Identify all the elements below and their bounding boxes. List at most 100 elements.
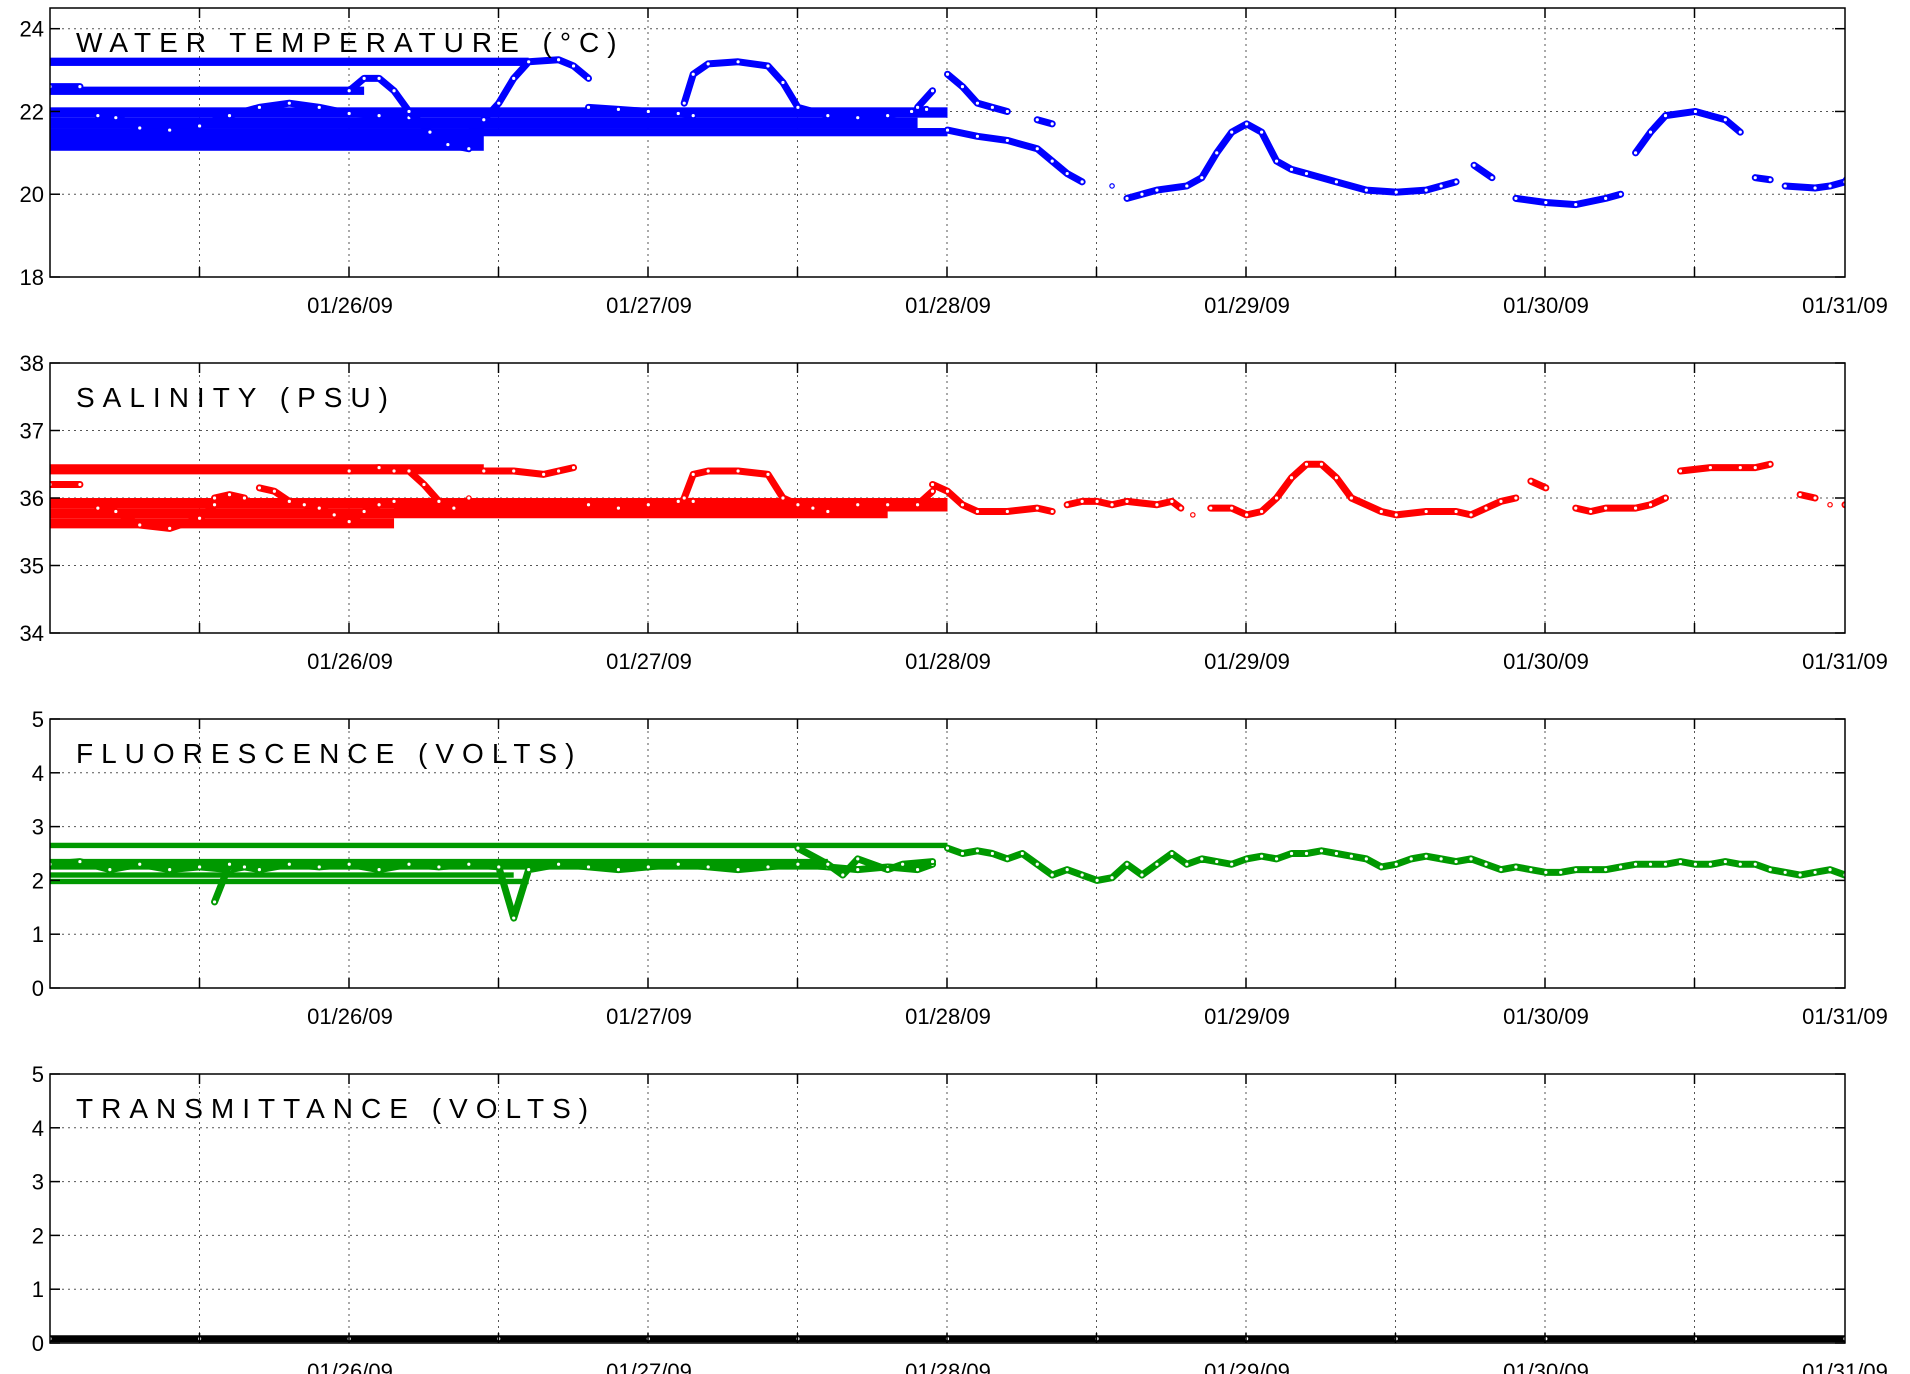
data-point [525, 866, 532, 873]
data-point [1483, 505, 1489, 511]
data-layer [50, 460, 1845, 532]
data-point [1602, 505, 1609, 511]
y-tick-label: 1 [32, 922, 44, 947]
data-point [495, 864, 502, 870]
data-point [959, 83, 966, 90]
data-point [1190, 512, 1196, 518]
data-point [681, 100, 688, 106]
data-point [1124, 861, 1130, 868]
data-point [1677, 858, 1684, 865]
data-point [1632, 505, 1639, 511]
data-point [1543, 199, 1549, 206]
data-point [735, 468, 741, 474]
data-point [645, 864, 652, 870]
data-point [391, 498, 397, 505]
data-point [1752, 464, 1759, 471]
data-band [394, 504, 948, 512]
panel-transmittance: 01/26/09 01/27/09 01/28/09 01/29/09 01/30/09… [32, 1062, 1888, 1374]
data-point [1797, 491, 1803, 498]
data-point [510, 75, 517, 82]
data-point [1662, 861, 1669, 868]
data-point [1109, 501, 1115, 508]
y-tick-label: 36 [20, 486, 44, 511]
data-band [50, 498, 948, 509]
data-point [944, 127, 951, 133]
y-tick-label: 35 [20, 554, 44, 579]
data-point [1858, 867, 1862, 871]
data-point [1632, 861, 1639, 868]
data-point [1154, 187, 1160, 193]
data-point [1273, 856, 1280, 862]
data-point [95, 112, 101, 119]
data-point [1228, 861, 1235, 868]
data-point [1737, 129, 1744, 135]
data-point [1139, 872, 1145, 878]
data-layer [50, 1335, 1845, 1343]
data-point [1903, 134, 1907, 138]
data-point [1393, 189, 1400, 195]
data-point [1782, 869, 1788, 876]
data-point [1722, 116, 1729, 123]
series-line [914, 487, 937, 509]
series-line [914, 87, 937, 111]
x-tick-label: 01/27/09 [606, 649, 692, 674]
data-point [854, 114, 861, 121]
data-point [1438, 183, 1444, 189]
data-point [1632, 150, 1639, 156]
panel-fluorescence: 01/26/09 01/27/09 01/28/09 01/29/09 01/30/09… [32, 707, 1888, 1029]
data-point [1363, 856, 1370, 862]
data-point [211, 501, 218, 508]
data-point [1049, 158, 1056, 164]
data-point [735, 866, 741, 873]
data-point [346, 110, 352, 117]
x-tick-label: 01/27/09 [606, 293, 692, 318]
data-band [50, 878, 529, 885]
panel-water-temperature: 01/26/09 01/27/09 01/28/09 01/29/09 01/30/09… [20, 7, 1907, 318]
x-tick-label: 01/28/09 [905, 293, 991, 318]
data-point [1303, 850, 1310, 857]
data-point [1333, 474, 1340, 481]
data-band [50, 57, 529, 66]
grid [50, 1074, 1845, 1343]
data-point [1019, 850, 1026, 857]
data-point [316, 104, 323, 111]
y-tick-label: 22 [20, 99, 44, 124]
data-point [944, 71, 951, 78]
x-tick-label: 01/30/09 [1503, 293, 1589, 318]
data-point [645, 501, 652, 508]
data-point [585, 75, 592, 82]
data-point [316, 864, 323, 870]
data-point [1109, 183, 1115, 189]
data-point [1647, 501, 1654, 508]
data-point [1004, 856, 1011, 862]
x-tick-label: 01/29/09 [1204, 649, 1290, 674]
data-point [427, 129, 433, 135]
data-point [1243, 856, 1250, 862]
data-point [690, 471, 697, 478]
data-point [1767, 176, 1774, 183]
data-point [1154, 861, 1160, 868]
data-point [1004, 137, 1011, 144]
panel-title-fluorescence: FLUORESCENCE (VOLTS) [76, 738, 582, 769]
data-point [675, 498, 682, 505]
series-line [94, 99, 413, 134]
data-point [1049, 121, 1056, 127]
y-tick-label: 0 [32, 1331, 44, 1356]
data-point [1034, 145, 1041, 152]
data-point [1288, 474, 1295, 481]
data-point [1169, 850, 1175, 857]
grid [50, 719, 1845, 988]
data-point [944, 845, 951, 851]
x-tick-label: 01/27/09 [606, 1359, 692, 1374]
data-point [884, 866, 891, 873]
data-point [166, 127, 173, 133]
data-point [974, 100, 981, 106]
data-point [1258, 853, 1265, 859]
data-point [690, 498, 697, 505]
y-tick-label: 38 [20, 351, 44, 376]
data-point [929, 858, 936, 865]
data-point [795, 501, 801, 508]
data-point [1797, 872, 1803, 878]
data-point [1243, 121, 1250, 127]
x-tick-label: 01/29/09 [1204, 293, 1290, 318]
